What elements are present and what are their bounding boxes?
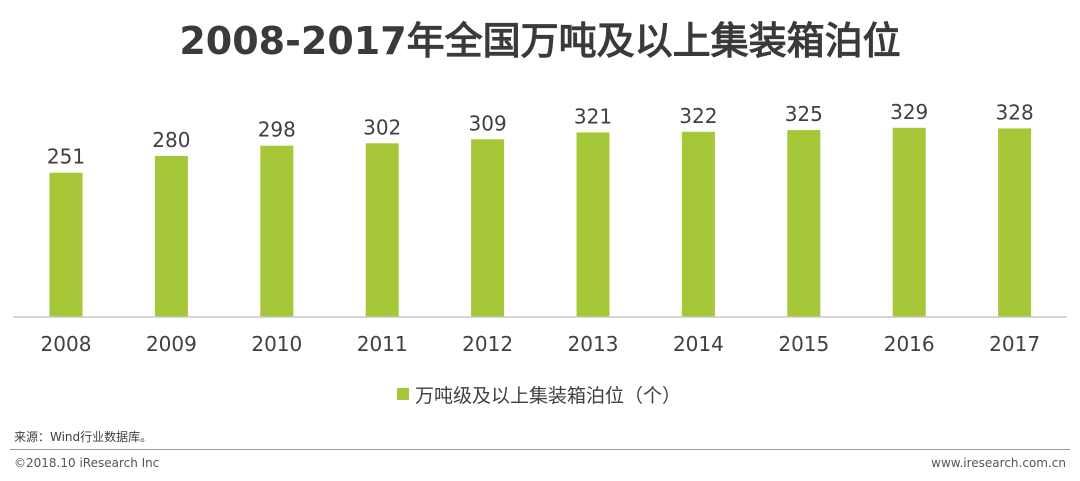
x-tick-2010: 2010 [251, 332, 302, 356]
x-tick-2017: 2017 [989, 332, 1040, 356]
copyright-text: ©2018.10 iResearch Inc [14, 456, 160, 470]
bar-2010 [260, 145, 294, 317]
x-tick-2012: 2012 [462, 332, 513, 356]
x-tick-2013: 2013 [568, 332, 619, 356]
data-label-2009: 280 [152, 128, 190, 152]
source-note: 来源：Wind行业数据库。 [14, 430, 153, 444]
footer-divider [10, 449, 1070, 450]
data-label-2013: 321 [574, 104, 612, 128]
x-tick-2014: 2014 [673, 332, 724, 356]
legend-label: 万吨级及以上集装箱泊位（个） [415, 384, 682, 407]
x-tick-2008: 2008 [41, 332, 92, 356]
data-label-2010: 298 [258, 118, 296, 142]
data-label-2011: 302 [363, 115, 401, 139]
x-tick-2015: 2015 [778, 332, 829, 356]
website-link[interactable]: www.iresearch.com.cn [931, 456, 1066, 470]
data-label-2016: 329 [890, 100, 928, 124]
data-label-2014: 322 [679, 104, 717, 128]
chart-title: 2008-2017年全国万吨及以上集装箱泊位 [179, 19, 901, 63]
data-label-2015: 325 [785, 102, 823, 126]
bar-2009 [154, 156, 188, 317]
bar-2015 [787, 130, 821, 317]
legend: 万吨级及以上集装箱泊位（个） [397, 380, 681, 408]
bar-2016 [892, 127, 926, 317]
data-labels-layer: 251 280 298 302 309 321 322 325 329 328 [47, 100, 1034, 169]
data-label-2012: 309 [469, 111, 507, 135]
bar-2014 [681, 131, 715, 317]
x-tick-2011: 2011 [357, 332, 408, 356]
legend-swatch [397, 388, 409, 400]
bar-2013 [576, 132, 610, 317]
bars-layer [49, 127, 1032, 317]
x-tick-2009: 2009 [146, 332, 197, 356]
bar-2012 [471, 139, 505, 317]
x-tick-2016: 2016 [884, 332, 935, 356]
bar-2011 [365, 143, 399, 317]
bar-2017 [998, 128, 1032, 317]
data-label-2008: 251 [47, 145, 85, 169]
tick-labels-layer: 2008 2009 2010 2011 2012 2013 2014 2015 2016 2017 [41, 332, 1041, 356]
data-label-2017: 328 [996, 100, 1034, 124]
bar-2008 [49, 172, 83, 317]
